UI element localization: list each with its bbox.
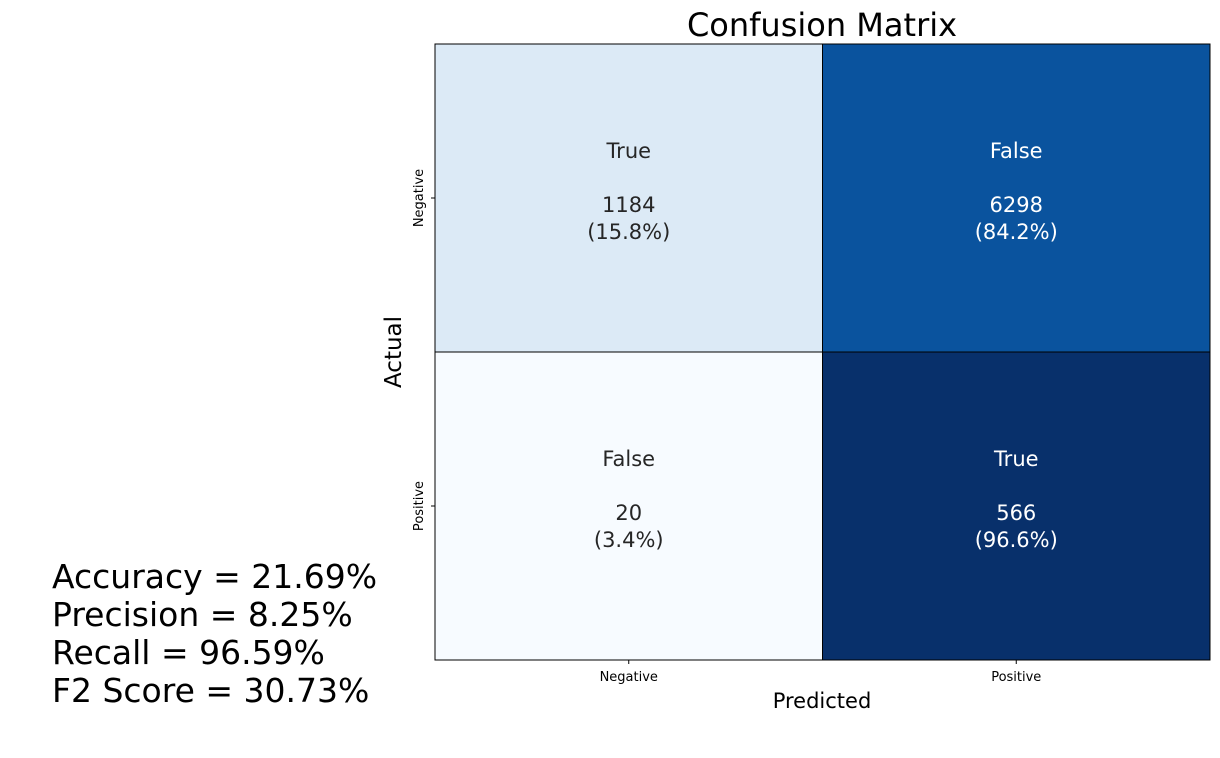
cell-label-0-0: True: [605, 139, 651, 163]
cell-annotations: True 1184 (15.8%) False 6298 (84.2%) False 20 (3…: [587, 139, 1058, 552]
metrics-panel: Accuracy = 21.69% Precision = 8.25% Reca…: [52, 558, 377, 710]
f2-score-metric: F2 Score = 30.73%: [52, 671, 370, 710]
heatmap-cell-1-0: [434, 351, 823, 661]
y-tick-label-1: Positive: [412, 481, 427, 531]
heatmap-cell-0-0: [434, 43, 823, 353]
heatmap-cell-0-1: [822, 43, 1211, 353]
cell-count-0-1: 6298: [990, 193, 1043, 217]
heatmap-cell-1-1: [822, 351, 1211, 661]
cell-count-1-0: 20: [615, 501, 642, 525]
cell-label-0-1: False: [990, 139, 1043, 163]
cell-pct-0-0: (15.8%): [587, 220, 670, 244]
x-axis-label: Predicted: [773, 689, 872, 713]
recall-metric: Recall = 96.59%: [52, 633, 325, 672]
precision-metric: Precision = 8.25%: [52, 595, 353, 634]
y-axis-label: Actual: [381, 316, 407, 388]
cell-pct-0-1: (84.2%): [975, 220, 1058, 244]
heatmap-cells: [434, 43, 1211, 661]
cell-pct-1-0: (3.4%): [594, 528, 664, 552]
x-tick-label-0: Negative: [600, 670, 658, 685]
cell-label-1-0: False: [602, 447, 655, 471]
cell-label-1-1: True: [993, 447, 1039, 471]
cell-count-1-1: 566: [996, 501, 1036, 525]
cell-pct-1-1: (96.6%): [975, 528, 1058, 552]
cell-count-0-0: 1184: [602, 193, 655, 217]
axis-ticks: Negative Positive Negative Positive: [412, 169, 1041, 685]
x-tick-label-1: Positive: [991, 670, 1041, 685]
chart-title: Confusion Matrix: [687, 6, 957, 44]
accuracy-metric: Accuracy = 21.69%: [52, 557, 378, 596]
y-tick-label-0: Negative: [412, 169, 427, 227]
